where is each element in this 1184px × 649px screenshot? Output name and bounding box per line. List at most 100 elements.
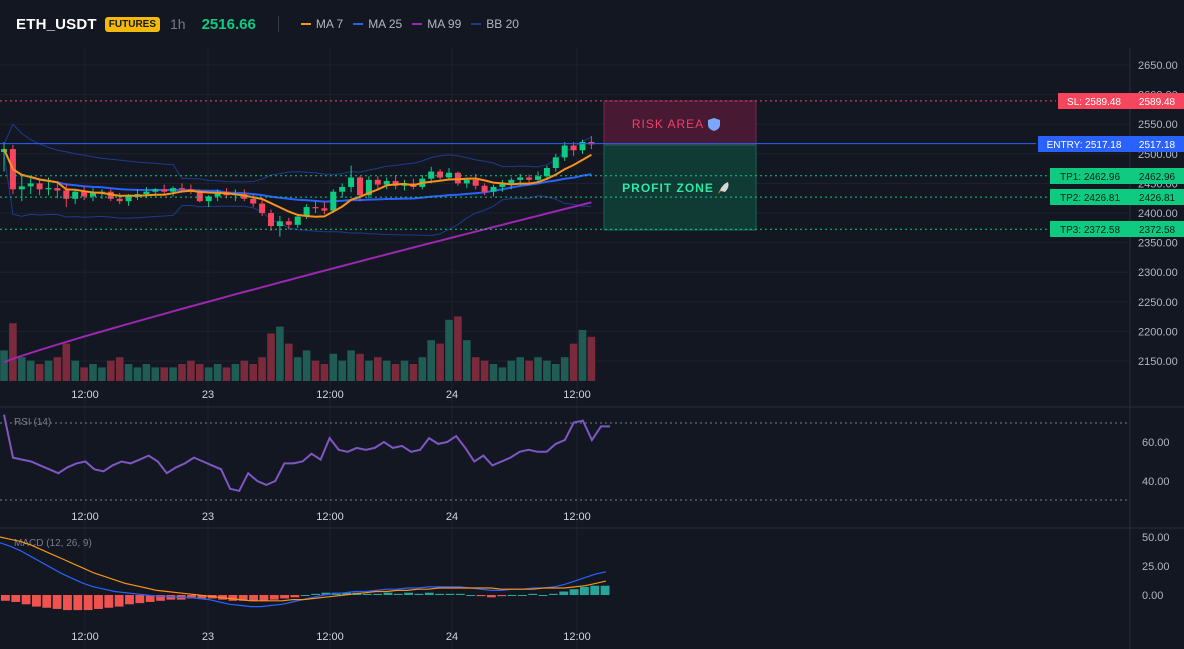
volume-bar [391,364,400,381]
shield-icon [708,118,720,131]
volume-bar [196,364,204,381]
macd-hist-bar [507,595,517,596]
tp3-axis-value: 2372.58 [1139,225,1176,236]
risk-area-box[interactable] [603,100,757,146]
timeframe-label[interactable]: 1h [170,16,186,32]
macd-hist-bar [1,595,10,601]
volume-bar [9,323,17,381]
volume-bar [53,357,62,381]
legend-ma99[interactable]: MA 99 [412,17,461,31]
macd-hist-bar [269,595,279,600]
macd-hist-bar [404,592,414,595]
legend-ma7[interactable]: MA 7 [300,17,344,31]
volume-bar [569,343,578,381]
tp3-tag: TP3: 2372.58 [1060,225,1120,236]
time-tick: 23 [202,631,214,643]
macd-hist-bar [228,595,238,601]
candle-body [321,208,328,211]
volume-bar [44,360,53,381]
macd-signal-line [0,536,607,602]
macd-hist-bar [590,585,600,595]
time-tick: 12:00 [71,511,99,523]
volume-bar [400,360,409,381]
volume-bar [356,353,364,381]
time-tick: 24 [446,389,458,401]
tp3-tag-bg [1050,221,1130,237]
macd-tick-50: 50.00 [1142,532,1170,544]
candle-body [446,172,452,178]
candle-body [552,157,559,169]
macd-hist-bar [238,595,248,601]
profit-zone-label: PROFIT ZONE [622,181,714,195]
volume-bar [89,364,97,381]
candle-body [63,190,70,199]
macd-hist-bar [11,595,21,602]
chart-header: ETH_USDT FUTURES 1h 2516.66 MA 7 MA 25 M… [0,0,1184,48]
volume-bar [489,364,498,381]
volume-bar [374,357,382,381]
time-axis-rsi: 12:00 23 12:00 24 12:00 [71,511,591,523]
candle-body [579,141,586,151]
tp1-axis-bg [1130,168,1184,184]
candle-body [170,188,177,192]
last-price: 2516.66 [201,15,256,33]
price-axis[interactable]: 2650.002600.002550.002500.002450.002400.… [1138,60,1178,368]
macd-hist-bar [52,595,62,609]
macd-hist-bar [21,595,31,605]
volume-bar [293,357,302,381]
volume-bar [445,319,453,381]
volume-bar [338,360,346,381]
volume-bar [142,364,151,381]
macd-hist-bar [435,593,445,595]
time-tick: 12:00 [316,389,344,401]
ma99-line [3,201,592,364]
volume-bar [427,340,435,381]
volume-bar [249,364,257,381]
volume-bar [151,367,160,381]
macd-hist-bar [187,595,196,599]
legend-ma7-label: MA 7 [315,17,344,31]
volume-bar [26,360,35,381]
profit-zone-box[interactable] [603,144,757,231]
volume-bar [222,367,231,381]
legend-ma25[interactable]: MA 25 [353,17,402,31]
time-tick: 12:00 [563,631,591,643]
macd-hist-bar [579,586,589,595]
candle-body [196,191,203,202]
macd-hist-bar [414,593,424,595]
candle-body [214,191,221,197]
futures-badge: FUTURES [104,16,161,32]
volume-bar [80,367,88,381]
price-tick: 2200.00 [1138,326,1178,338]
time-tick: 24 [446,631,458,643]
tp2-axis-bg [1130,189,1184,205]
candle-body [357,177,363,196]
sl-axis-value: 2589.48 [1139,97,1176,108]
bb20-swatch [471,23,482,25]
tp3-axis-bg [1130,221,1184,237]
time-tick: 12:00 [71,631,99,643]
candle-body [383,181,390,185]
volume-bar [124,364,133,381]
header-divider [277,16,279,32]
time-tick: 12:00 [563,389,591,401]
legend-ma99-label: MA 99 [427,17,462,31]
tp2-tag-bg [1050,189,1130,205]
volume-bar [311,360,320,381]
macd-hist-bar [166,595,176,600]
symbol-name[interactable]: ETH_USDT [16,15,97,33]
volume-bar [115,357,124,381]
time-axis-macd: 12:00 23 12:00 24 12:00 [71,631,591,643]
legend-bb20[interactable]: BB 20 [471,17,519,31]
volume-bar [498,367,507,381]
volume-bar [204,367,213,381]
volume-bar [329,353,338,381]
time-tick: 12:00 [316,631,344,643]
candle-body [72,191,79,199]
entry-axis-value: 2517.18 [1139,140,1176,151]
candle-body [303,207,310,217]
macd-hist-bar [290,595,300,598]
tp1-axis-value: 2462.96 [1139,172,1176,183]
time-tick: 24 [446,511,458,523]
